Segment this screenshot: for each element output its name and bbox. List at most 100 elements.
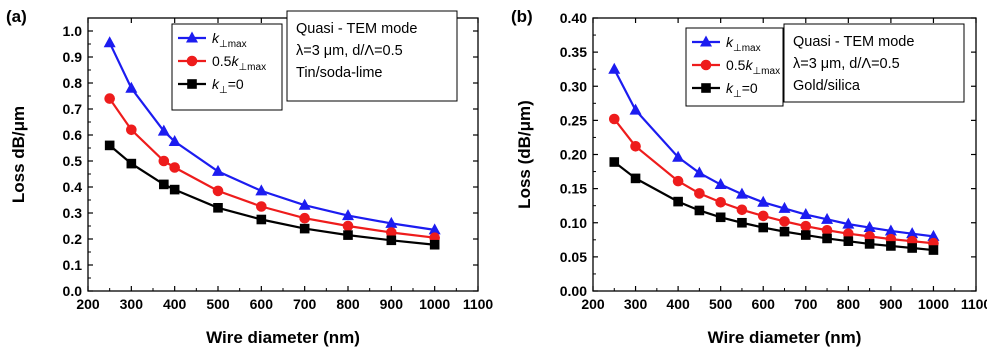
legend-main: k [726,80,734,96]
panel-label: (b) [511,7,533,26]
y-tick-label: 0.9 [63,49,83,65]
data-point [778,201,791,213]
series-square [609,157,939,255]
data-point [907,243,917,253]
data-point [342,220,354,232]
x-tick-label: 400 [163,296,187,312]
legend-label: 0.5k⊥max [212,53,266,73]
data-point [693,166,706,178]
legend-main: k [212,30,220,46]
data-point [715,196,726,208]
annotation-line: Quasi - TEM mode [793,34,914,50]
x-tick-label: 1100 [463,296,494,312]
y-tick-label: 0.6 [63,127,83,143]
x-tick-label: 700 [794,296,818,312]
annotation-line: Tin/soda-lime [296,65,383,81]
legend-sub: ⊥max [219,39,247,50]
annotation-box [286,10,458,102]
x-tick-label: 900 [380,296,404,312]
legend-marker [187,79,197,89]
legend-prefix: 0.5 [726,57,746,73]
data-point [884,224,897,236]
data-point [906,227,919,239]
series-line [613,118,934,245]
data-point [864,239,875,249]
legend-sub: ⊥ [733,89,742,100]
data-point [255,184,268,196]
x-tick-label: 600 [752,296,776,312]
data-point [126,158,137,169]
data-point [779,216,790,227]
x-tick-label: 200 [76,296,100,312]
x-tick-label: 500 [206,296,230,312]
legend-main: k [212,76,220,92]
legend-marker [186,55,198,67]
x-axis-title: Wire diameter (nm) [206,328,360,347]
y-tick-label: 0.3 [63,205,83,221]
y-tick-label: 0.7 [63,101,83,117]
y-axis-title: Loss dB/μm [9,106,28,203]
y-tick-label: 0.05 [560,249,587,265]
data-point [126,124,137,136]
data-point [842,217,855,229]
data-point [779,226,790,237]
data-point [157,124,170,136]
x-tick-label: 300 [120,296,144,312]
x-tick-label: 200 [581,296,605,312]
y-tick-label: 0.00 [560,283,587,299]
legend-main: k [726,34,734,50]
data-point [927,229,940,241]
chart-panel-2: 200 300 400 500 600 700 800 900 1000 1100 0.00 0.05… [511,7,987,347]
series-line [108,97,435,239]
data-point [342,209,354,221]
chart-panel-1: 200 300 400 500 600 700 800 900 1000 1100 0.0 0.1 0.… [6,7,493,347]
x-axis-title: Wire diameter (nm) [708,328,862,347]
y-tick-label: 0.1 [63,257,83,273]
x-tick-label: 500 [709,296,733,312]
annotation-line: Quasi - TEM mode [296,21,417,37]
data-point [428,223,441,235]
y-tick-label: 0.8 [63,75,83,91]
data-point [843,228,854,239]
legend-label: k⊥max [726,34,761,54]
data-point [256,214,267,225]
data-point [863,221,876,233]
data-point [629,103,642,115]
y-axis-title: Loss (dB/μm) [515,100,534,209]
data-point [103,36,116,48]
legend-sub: ⊥ [219,85,228,96]
legend-main: k [745,57,753,73]
data-point [737,217,747,228]
data-point [159,179,169,190]
legend-sub: ⊥max [752,66,780,77]
data-point [104,93,115,104]
data-point [609,157,620,167]
legend-marker [701,83,711,93]
annotation-line: λ=3 μm, d/Λ=0.5 [793,56,900,72]
data-point [821,224,833,236]
legend-marker [186,31,198,43]
data-point [630,141,641,152]
data-point [125,81,138,93]
data-point [757,195,770,207]
data-point [169,162,180,173]
legend-sub: ⊥max [238,62,266,73]
data-point [735,187,748,199]
y-tick-label: 0.35 [560,44,587,60]
data-point [213,203,223,213]
legend-suffix: =0 [228,76,244,92]
legend-sub: ⊥max [733,43,761,54]
annotation: Quasi - TEM mode λ=3 μm, d/Λ=0.5 Tin/soda-… [286,10,458,102]
data-point [715,212,726,223]
data-point [800,220,812,232]
legend-prefix: 0.5 [212,53,232,69]
data-point [169,184,180,195]
data-point [822,233,832,244]
legend-label: k⊥=0 [212,76,244,96]
data-point [158,155,170,167]
data-point [429,239,440,250]
data-point [672,175,684,187]
annotation-line: λ=3 μm, d/Λ=0.5 [296,43,403,59]
